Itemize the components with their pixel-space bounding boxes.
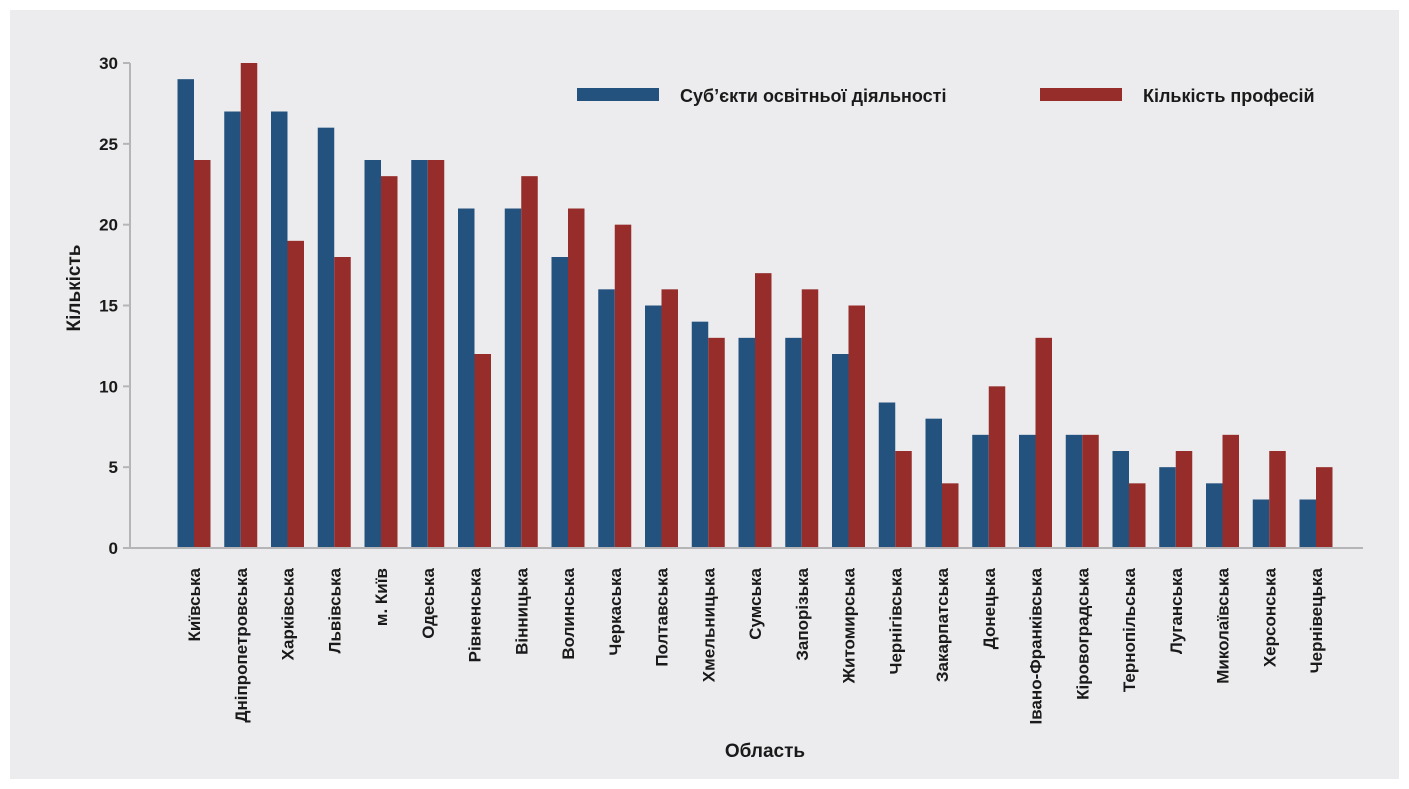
legend: Суб’єкти освітньої діяльності Кількість … xyxy=(577,86,1315,106)
bar-professions xyxy=(1175,451,1193,548)
legend-label-series-1: Суб’єкти освітньої діяльності xyxy=(680,86,947,106)
bar-subjects xyxy=(551,257,568,548)
bar-professions xyxy=(661,289,678,548)
x-tick-label: Сумська xyxy=(746,567,765,639)
bar-professions xyxy=(568,208,585,548)
bar-professions xyxy=(942,483,959,548)
y-tick-label: 5 xyxy=(109,458,118,477)
x-tick-label: Київська xyxy=(185,567,204,641)
x-tick-label: Тернопільська xyxy=(1120,567,1139,692)
bar-professions xyxy=(848,305,865,548)
y-tick-label: 15 xyxy=(99,297,118,316)
bar-subjects xyxy=(972,434,989,548)
bar-professions xyxy=(755,273,772,548)
bar-subjects xyxy=(504,208,522,548)
bar-professions xyxy=(287,240,304,549)
x-tick-label: Херсонська xyxy=(1260,567,1279,667)
y-axis-ticks: 0 5 10 15 20 25 30 xyxy=(99,54,130,558)
y-tick-label: 10 xyxy=(99,377,118,396)
x-tick-label: Закарпатська xyxy=(933,567,952,682)
x-axis-tick-labels: Київська Дніпропетровська Харківська Львівс… xyxy=(185,567,1326,724)
legend-label-series-2: Кількість професій xyxy=(1143,86,1315,106)
x-axis-title: Область xyxy=(725,741,805,762)
bar-subjects xyxy=(317,127,335,549)
x-tick-label: Чернігівська xyxy=(886,567,905,674)
bar-subjects xyxy=(411,160,428,548)
bar-subjects xyxy=(364,160,381,548)
bar-subjects xyxy=(785,337,802,548)
x-tick-label: Вінницька xyxy=(512,567,531,654)
x-tick-label: Полтавська xyxy=(653,567,672,666)
x-tick-label: Миколаївська xyxy=(1214,567,1233,683)
x-tick-label: Одеська xyxy=(419,567,438,638)
x-tick-label: Чернівецька xyxy=(1307,567,1326,673)
legend-swatch-series-1 xyxy=(577,88,659,101)
bar-professions xyxy=(614,224,632,548)
bar-professions xyxy=(521,176,538,548)
x-tick-label: Черкаська xyxy=(606,567,625,655)
bar-subjects xyxy=(1252,499,1270,548)
x-tick-label: Житомирська xyxy=(840,567,859,684)
bar-professions xyxy=(1316,467,1333,548)
bar-subjects xyxy=(645,305,662,548)
x-tick-label: Запорізька xyxy=(793,567,812,660)
bar-subjects xyxy=(1299,499,1316,548)
y-tick-label: 20 xyxy=(99,216,118,235)
x-tick-label: Івано-Франківська xyxy=(1027,567,1046,724)
x-tick-label: Волинська xyxy=(559,567,578,659)
x-tick-label: Львівська xyxy=(325,567,344,653)
bar-subjects xyxy=(598,289,615,548)
x-tick-label: Хмельницька xyxy=(699,567,718,682)
bar-professions xyxy=(1035,337,1052,548)
bar-subjects xyxy=(832,354,849,548)
x-tick-label: Харківська xyxy=(279,567,298,660)
bar-professions xyxy=(1082,434,1099,548)
bar-professions xyxy=(1222,434,1239,548)
bar-subjects xyxy=(878,402,896,548)
x-tick-label: Кіровоградська xyxy=(1073,567,1092,699)
bars xyxy=(177,63,1333,549)
x-tick-label: Луганська xyxy=(1167,567,1186,654)
y-tick-label: 25 xyxy=(99,135,118,154)
bar-professions xyxy=(801,289,819,548)
x-tick-label: Дніпропетровська xyxy=(232,567,251,722)
bar-subjects xyxy=(271,111,288,548)
x-tick-label: м. Київ xyxy=(372,568,391,626)
bar-subjects xyxy=(1206,483,1223,548)
bar-professions xyxy=(1269,451,1286,548)
bar-professions xyxy=(194,160,211,548)
x-tick-label: Донецька xyxy=(980,567,999,649)
bar-professions xyxy=(240,63,258,548)
bar-subjects xyxy=(1019,434,1036,548)
bar-subjects xyxy=(925,418,942,548)
legend-swatch-series-2 xyxy=(1040,88,1122,101)
bar-subjects xyxy=(177,79,194,549)
bar-subjects xyxy=(1159,467,1176,548)
y-tick-label: 30 xyxy=(99,54,118,73)
bar-subjects xyxy=(458,208,475,548)
bar-professions xyxy=(988,386,1006,548)
bar-professions xyxy=(427,160,445,548)
bar-professions xyxy=(474,354,491,548)
bar-professions xyxy=(334,257,351,548)
bar-subjects xyxy=(224,111,241,548)
bar-subjects xyxy=(1112,451,1129,548)
y-axis-title: Кількість xyxy=(64,245,85,332)
bar-subjects xyxy=(691,321,709,548)
bar-professions xyxy=(381,176,398,548)
y-tick-label: 0 xyxy=(109,539,118,558)
bar-subjects xyxy=(1065,434,1083,548)
bar-subjects xyxy=(738,337,755,548)
bar-professions xyxy=(1129,483,1146,548)
bar-professions xyxy=(895,451,912,548)
x-tick-label: Рівненська xyxy=(466,567,485,662)
bar-professions xyxy=(708,337,725,548)
